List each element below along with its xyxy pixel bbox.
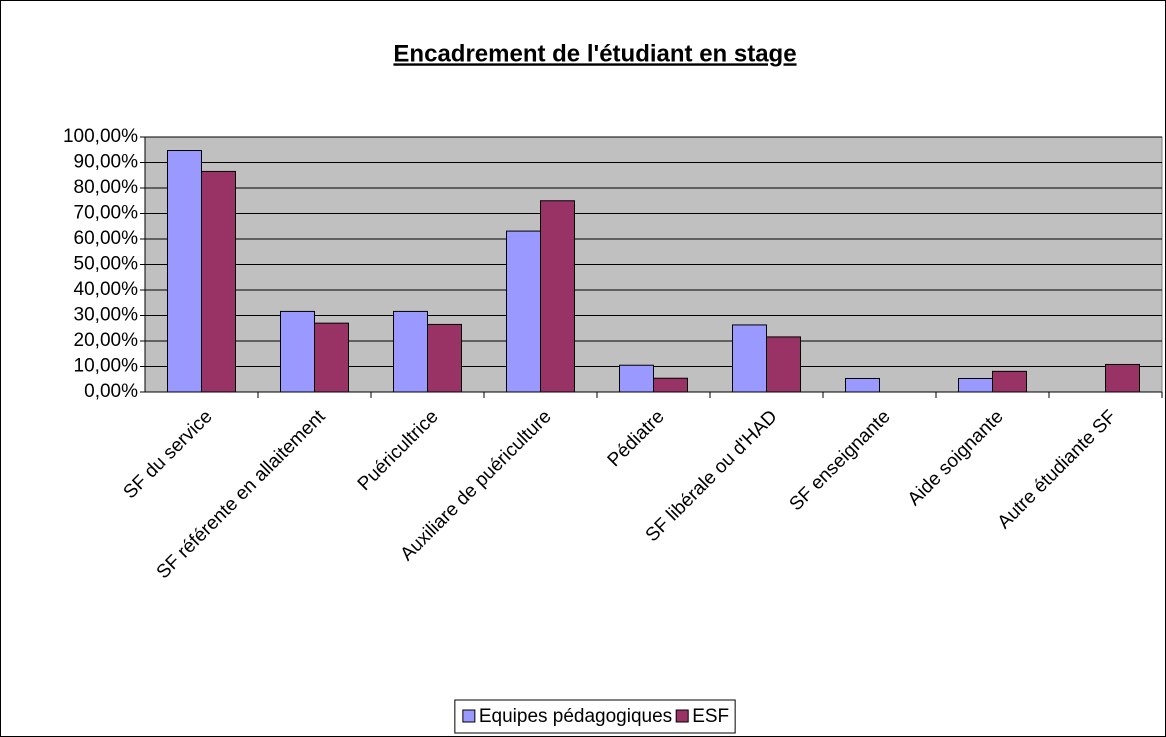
bar (653, 377, 688, 393)
bar (845, 377, 880, 393)
y-tick-label: 100,00% (63, 126, 138, 147)
bar (506, 230, 541, 393)
y-tick-label: 60,00% (74, 228, 139, 249)
y-tick-label: 40,00% (74, 279, 139, 300)
y-tick-label: 20,00% (74, 330, 139, 351)
legend: Equipes pédagogiques ESF (454, 699, 736, 734)
y-tick-label: 10,00% (74, 356, 139, 377)
bar (766, 336, 801, 393)
y-tick-label: 0,00% (84, 381, 138, 402)
bar (393, 310, 428, 393)
bar (167, 150, 202, 393)
y-tick-label: 70,00% (74, 203, 139, 224)
bar (619, 364, 654, 393)
y-tick-label: 90,00% (74, 152, 139, 173)
bar (958, 377, 993, 393)
y-tick-label: 30,00% (74, 305, 139, 326)
bar (992, 370, 1027, 393)
bar (732, 324, 767, 393)
bar (1105, 363, 1140, 393)
y-tick-label: 80,00% (74, 177, 139, 198)
legend-label: ESF (692, 706, 729, 727)
chart-title: Encadrement de l'étudiant en stage (393, 40, 796, 67)
y-tick-label: 50,00% (74, 254, 139, 275)
bar (201, 170, 236, 393)
bar (427, 323, 462, 393)
bar (540, 200, 575, 393)
legend-label: Equipes pédagogiques (479, 706, 672, 727)
legend-swatch (462, 709, 476, 723)
legend-swatch (675, 709, 689, 723)
bar (280, 310, 315, 393)
bar (314, 322, 349, 393)
